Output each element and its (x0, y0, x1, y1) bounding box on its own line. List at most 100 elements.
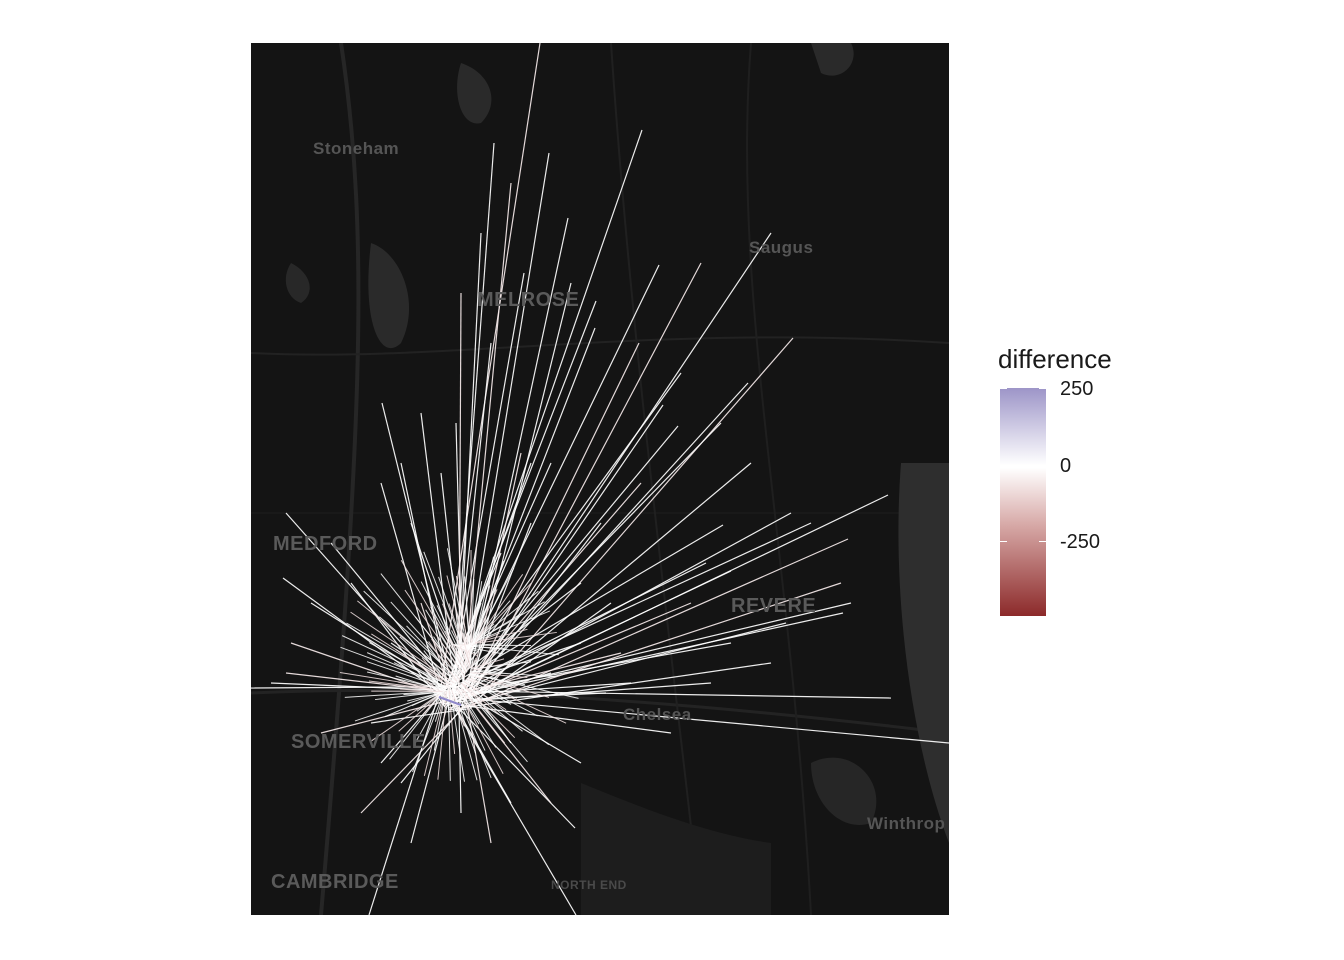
flow-line (452, 688, 476, 754)
flow-line (320, 697, 459, 734)
flow-line (455, 482, 642, 697)
flow-line (447, 690, 450, 726)
flow-line (468, 452, 522, 696)
flow-line (430, 606, 468, 673)
flow-line (423, 650, 452, 686)
flow-line (433, 691, 447, 751)
flow-line (369, 692, 442, 743)
flow-line (462, 512, 792, 693)
flow-line (354, 691, 442, 722)
flow-line (453, 652, 622, 695)
basemap (251, 43, 949, 915)
flow-line (440, 472, 466, 694)
flow-line (384, 692, 442, 718)
flow-line (369, 642, 451, 687)
legend-colorbar (1000, 388, 1046, 616)
flow-line (363, 590, 460, 681)
flow-line (451, 272, 525, 688)
flow-line (416, 692, 442, 712)
flow-line (440, 43, 541, 687)
flow-line (434, 692, 445, 722)
flow-line (466, 695, 582, 764)
flow-line (451, 522, 812, 690)
legend-tick-mark (1000, 388, 1007, 389)
place-label-revere: REVERE (731, 595, 817, 617)
flow-line (389, 692, 443, 760)
flow-line (464, 679, 512, 705)
flow-line (433, 636, 462, 679)
legend-tick-mark (1000, 465, 1007, 466)
flow-line (454, 602, 472, 665)
flow-line (428, 641, 458, 682)
flow-line (456, 685, 497, 748)
place-label-cambridge: CAMBRIDGE (271, 871, 399, 893)
flow-line (450, 689, 465, 727)
flow-line (461, 522, 602, 704)
flow-line (447, 662, 772, 711)
legend-tick-mark (1039, 465, 1046, 466)
flow-line (368, 680, 444, 692)
flow-line (455, 686, 480, 725)
flow-line (449, 382, 749, 711)
flow-line (470, 661, 531, 670)
flow-line (366, 661, 447, 690)
flow-line (445, 264, 660, 705)
map-panel[interactable]: Stoneham Saugus MELROSE MEDFORD REVERE C… (251, 43, 949, 915)
flow-line (366, 652, 449, 689)
flow-line (470, 657, 477, 669)
legend-tick-mark (1039, 388, 1046, 389)
flow-line (390, 601, 461, 680)
flow-line (469, 560, 505, 657)
legend-tick-mark (1039, 541, 1046, 542)
flow-line (395, 675, 444, 692)
flow-line (444, 630, 469, 671)
flow-line (458, 709, 462, 814)
place-label-melrose: MELROSE (477, 289, 580, 311)
flow-line (458, 684, 506, 744)
flow-line (460, 682, 516, 739)
flow-line (437, 691, 443, 694)
flow-line (350, 611, 455, 684)
place-label-winthrop: Winthrop (867, 814, 946, 833)
place-label-medford: MEDFORD (273, 533, 378, 555)
flow-line (469, 404, 664, 687)
flow-line (412, 692, 445, 773)
legend-tick-label-250: 250 (1060, 378, 1094, 400)
flow-line (368, 687, 442, 915)
flow-line (459, 697, 949, 744)
flow-lines (251, 43, 949, 915)
flow-line (344, 690, 443, 698)
flow-line (468, 462, 752, 700)
flow-line (463, 342, 640, 704)
flow-line (443, 422, 722, 707)
flow-line (341, 635, 451, 687)
flow-line (468, 282, 572, 698)
flow-line (470, 658, 505, 669)
flow-line (400, 560, 467, 674)
flow-line (360, 704, 467, 814)
place-label-chelsea: Chelsea (623, 705, 692, 724)
flow-line (461, 682, 500, 715)
flow-line (398, 692, 442, 732)
flow-line (469, 337, 794, 710)
flow-line (465, 602, 612, 708)
flow-line (454, 687, 492, 779)
flow-line (310, 602, 457, 695)
flow-line (370, 708, 469, 724)
flow-line (446, 575, 471, 667)
flow-line (464, 576, 472, 663)
flow-line (251, 685, 462, 689)
flow-line (371, 633, 453, 686)
flow-line (449, 689, 465, 782)
flow-line (455, 645, 505, 649)
flow-line (454, 705, 512, 804)
flow-line (379, 616, 457, 683)
flow-line (466, 678, 538, 717)
flow-line (366, 671, 446, 691)
flow-line (452, 701, 576, 829)
flow-line (468, 674, 550, 698)
flow-line (467, 675, 521, 693)
flow-line (441, 702, 672, 734)
flow-line (470, 262, 702, 698)
legend-tick-mark (1000, 541, 1007, 542)
